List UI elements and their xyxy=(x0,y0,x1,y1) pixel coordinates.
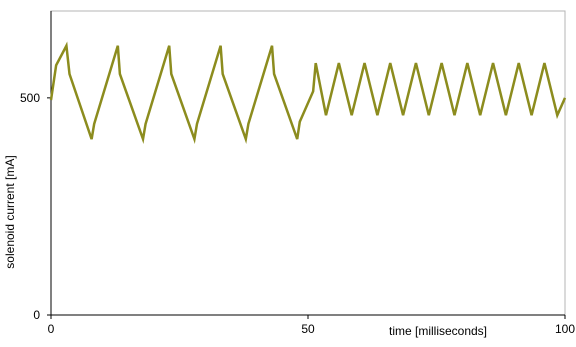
y-tick-label: 500 xyxy=(20,91,40,105)
x-tick-label: 50 xyxy=(301,322,315,336)
y-axis-title: solenoid current [mA] xyxy=(3,155,17,268)
series-line-0 xyxy=(49,41,567,145)
plot-frame xyxy=(50,10,566,316)
x-axis-ticks: 0 50 100 xyxy=(48,315,575,336)
x-axis-title: time [milliseconds] xyxy=(389,324,487,338)
y-axis-ticks: 0 500 xyxy=(20,91,51,322)
series-layer xyxy=(49,41,567,145)
y-tick-label: 0 xyxy=(33,308,40,322)
x-tick-label: 100 xyxy=(555,322,575,336)
x-tick-label: 0 xyxy=(48,322,55,336)
